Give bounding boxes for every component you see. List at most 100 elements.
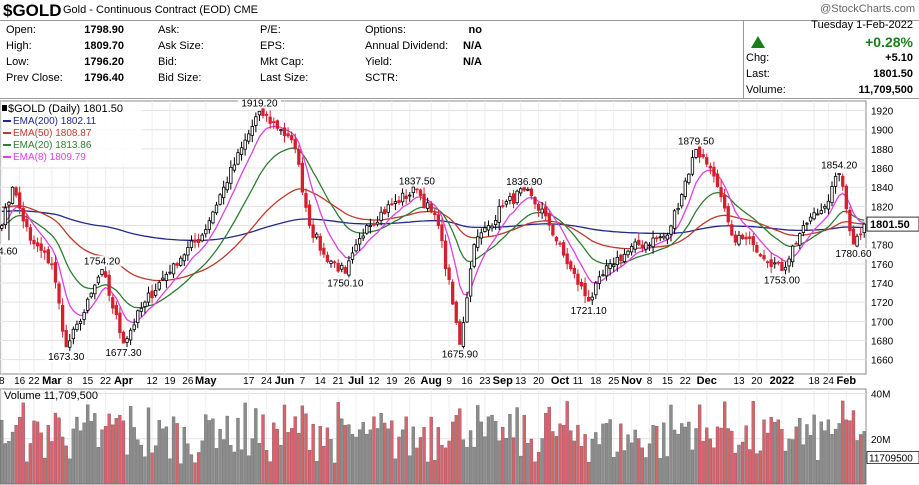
candle-body [483,227,487,233]
quote-value: 1798.90 [84,24,124,36]
volume-bar [329,439,333,485]
quote-value: no [468,24,482,36]
volume-bar [82,422,86,485]
x-tick-label: 22 [680,376,692,387]
candle-body [769,259,773,267]
volume-bar [798,417,802,485]
volume-bar [222,439,226,485]
candle-body [340,264,344,270]
candle-body [68,340,72,348]
volume-bar [118,414,122,485]
volume-bar [665,456,670,485]
volume-bar [504,438,509,485]
volume-bar [461,439,466,485]
quote-label: Open: [6,24,36,36]
volume-bar [46,424,50,485]
last-price-tag [866,216,919,232]
volume-bar [669,404,673,485]
quote-label: P/E: [260,24,281,36]
candle-body [508,196,512,201]
volume-bar [497,440,501,485]
volume-bar [332,462,337,485]
description: Gold - Continuous Contract (EOD) CME [63,4,258,16]
volume-bar [551,431,555,485]
price-chart: 1660168017001720174017601780180018201840… [0,99,919,485]
volume-bar [257,443,262,485]
volume-bar [393,458,398,485]
volume-bar [744,425,748,485]
candle-body [43,250,47,253]
candle-body [307,204,312,226]
candle-body [86,298,90,311]
volume-bar [229,445,233,485]
volume-bar [18,417,22,485]
summary-box: Tuesday 1-Feb-2022 +0.28% Chg: +5.10 Last: 18… [743,19,919,99]
candle-body [737,234,741,245]
volume-bar [705,427,709,485]
candle-body [776,261,780,264]
volume-bar [57,417,61,485]
volume-bar [708,438,712,485]
volume-bar [354,436,358,485]
candle-body [243,139,247,150]
candle-body [436,214,441,226]
annotation-bg [831,248,876,260]
x-tick-label: 16 [14,376,26,387]
candle-body [218,194,222,205]
volume-bar [400,429,405,485]
volume-bar [250,438,254,485]
x-tick-label: 17 [243,376,255,387]
candle-body [53,262,58,283]
volume-bar [601,423,605,485]
volume-bar [790,439,795,485]
candle-body [332,261,337,264]
candle-body [229,166,233,184]
candle-body [286,133,290,137]
watermark[interactable]: @StockCharts.com [820,3,915,15]
candle-body [579,281,584,287]
candle-body [447,267,451,280]
candle-body [655,237,659,240]
x-tick-label: 22 [28,376,40,387]
quote-label: Bid Size: [158,72,202,84]
volume-bar [773,422,777,485]
annotation-bg [760,274,804,286]
candle-body [154,289,158,296]
x-tick-label: 9 [446,376,452,387]
quote-value: 1809.70 [84,40,124,52]
volume-bar [587,461,591,485]
candle-body [583,282,587,297]
volume-bar [722,401,727,485]
quote-label: EPS: [260,40,286,52]
candle-body [651,237,655,248]
volume-bar [547,406,551,485]
candle-body [472,244,476,267]
candle-body [662,235,666,239]
candle-body [708,165,712,169]
candle-body [272,121,276,124]
volume-bar [433,460,437,485]
volume-bar [626,434,630,485]
candle-body [433,212,437,216]
candle-body [529,188,534,197]
volume-bar [35,421,40,485]
candle-body [257,110,262,116]
annotation-bg [502,176,546,188]
volume-bar [14,424,18,485]
volume-bar [39,432,43,485]
volume-bar [68,458,72,485]
x-tick-label: 13 [733,376,745,387]
volume-bar [454,415,458,485]
volume-bar [762,419,766,485]
candle-body [476,236,480,248]
candle-body [619,254,623,262]
candle-body [665,234,670,240]
volume-bar [340,418,344,485]
legend-item: EMA(50) 1808.87 [13,128,92,139]
volume-bar [207,420,211,485]
annotation-bg [674,135,718,147]
volume-tick-label: 20M [871,435,890,446]
candle-body [819,210,823,214]
quote-label: Ask: [158,24,180,36]
y-tick-label: 1760 [871,260,894,271]
